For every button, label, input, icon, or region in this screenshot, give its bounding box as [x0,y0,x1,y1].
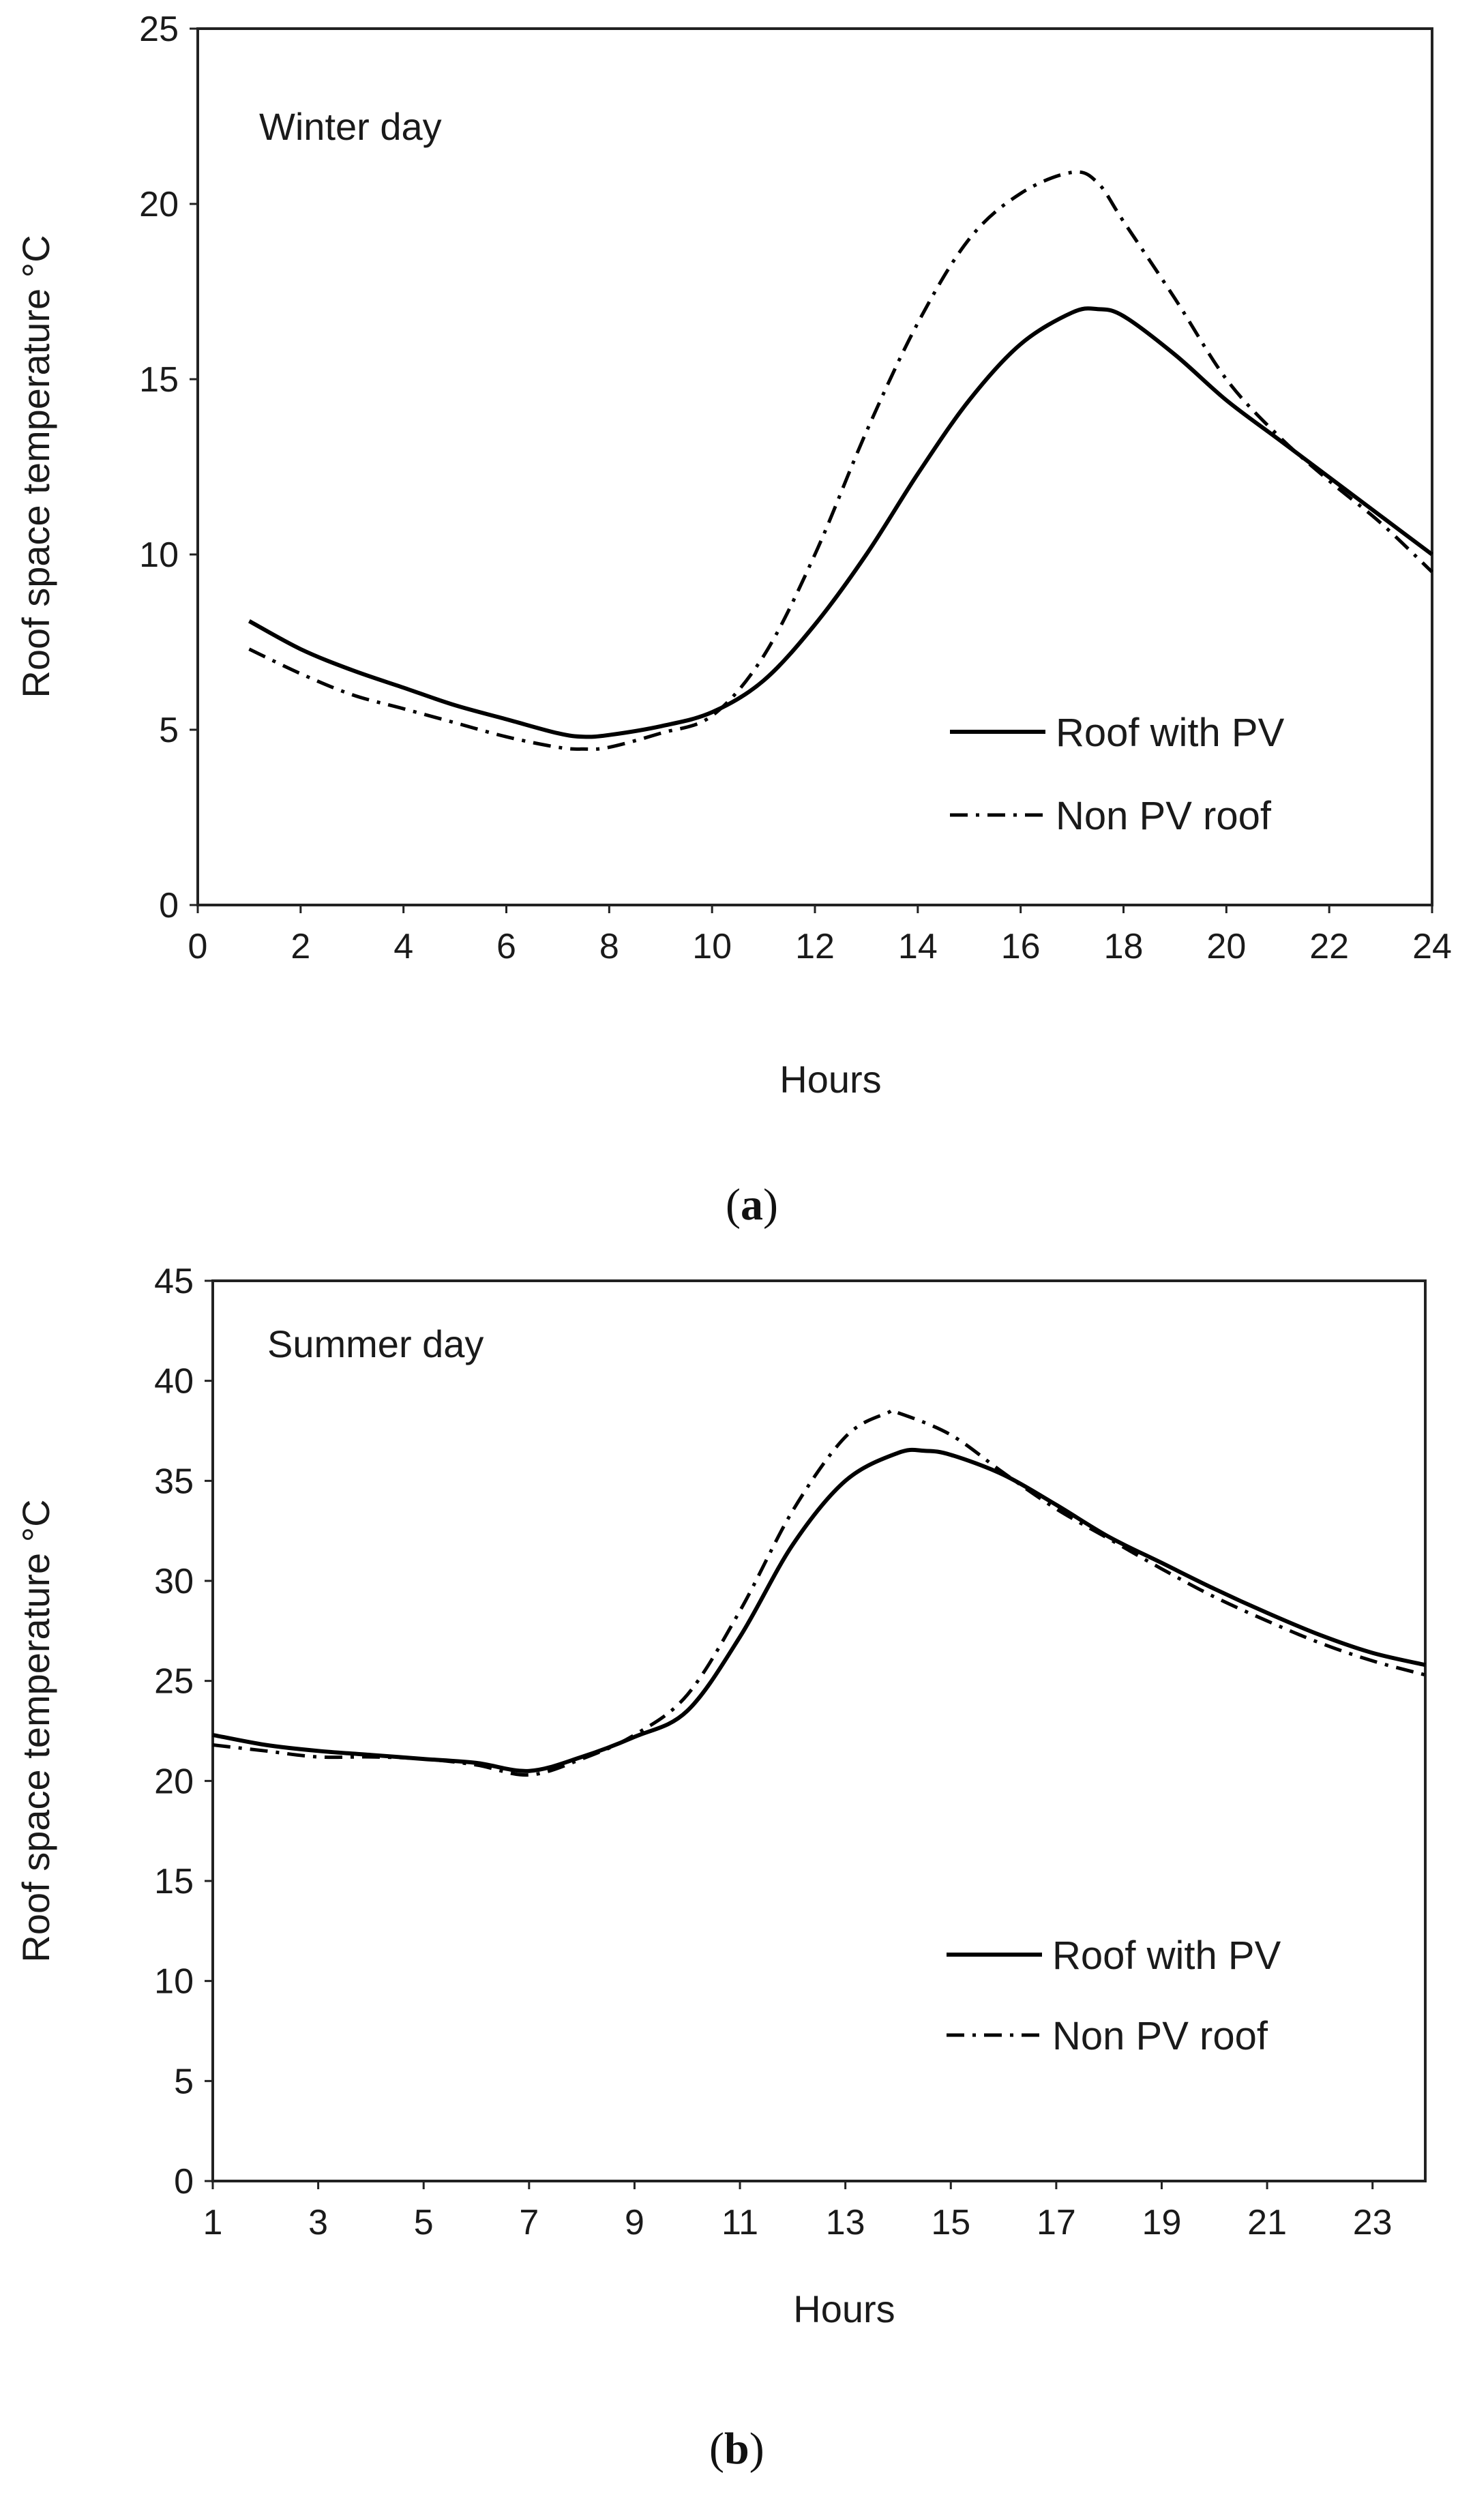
panel-a-x-tick-label: 16 [1001,927,1041,966]
panel-a-x-tick-label: 24 [1412,927,1452,966]
panel-b-y-tick-label: 40 [154,1362,194,1402]
panel-a-y-tick-label: 15 [139,360,179,400]
panel-b-y-tick-label: 20 [154,1762,194,1801]
panel-a-y-tick-labels: 0 5 10 15 20 25 [139,10,198,925]
panel-b-y-tick-label: 35 [154,1462,194,1501]
panel-a-legend: Roof with PV Non PV roof [950,711,1285,838]
panel-b-y-tick-label: 0 [174,2162,194,2202]
panel-a-y-tick-label: 25 [139,10,179,49]
panel-a-line-non-pv-roof [248,170,1433,752]
panel-b-y-axis-title: Roof space temperature °C [14,1499,57,1962]
panel-a-y-tick-label: 10 [139,535,179,575]
panel-b-annotation: Summer day [267,1322,483,1365]
panel-b-y-tick-label: 15 [154,1862,194,1901]
panel-a-x-tick-label: 12 [795,927,835,966]
panel-b-caption: (b) [709,2424,764,2474]
panel-b-legend-label-roof-with-pv: Roof with PV [1052,1933,1281,1978]
panel-a-plot-frame [196,27,1433,906]
panel-b-x-tick-label: 11 [721,2203,758,2242]
panel-a-y-tick-label: 0 [159,886,179,925]
panel-a-y-tick-label: 5 [159,711,179,750]
panel-b-series-lines [212,1408,1426,1777]
panel-a-x-tick-label: 10 [692,927,732,966]
panel-b-x-axis-title: Hours [793,2287,895,2330]
panel-b-x-tick-label: 17 [1037,2203,1076,2242]
panel-a-x-tick-label: 8 [599,927,619,966]
panel-a-legend-label-roof-with-pv: Roof with PV [1056,711,1285,755]
panel-b-x-tick-label: 3 [308,2203,328,2242]
panel-b-y-tick-label: 25 [154,1662,194,1702]
panel-a-caption: (a) [726,1180,778,1230]
panel-a-x-tick-label: 18 [1104,927,1144,966]
panel-a-x-tick-label: 6 [496,927,516,966]
panel-b-x-tick-label: 9 [625,2203,644,2242]
panel-a-series-lines [248,170,1433,752]
panel-b-x-tick-labels: 1 3 5 7 9 11 13 15 17 19 21 23 [203,2181,1393,2242]
panel-a-x-tick-labels: 0 2 4 6 8 10 12 14 16 18 20 22 24 [188,905,1452,966]
panel-b-line-non-pv-roof [212,1408,1426,1777]
panel-b-x-tick-label: 13 [826,2203,865,2242]
panel-b-legend: Roof with PV Non PV roof [947,1933,1281,2058]
panel-b-x-tick-label: 15 [931,2203,970,2242]
panel-b-x-tick-label: 5 [414,2203,434,2242]
panel-b-y-tick-label: 5 [174,2062,194,2101]
panel-a-y-tick-label: 20 [139,185,179,224]
panel-a-x-tick-label: 4 [393,927,413,966]
panel-a-legend-label-non-pv-roof: Non PV roof [1056,794,1272,838]
panel-b-plot-frame [211,1279,1427,2182]
panel-b-y-tick-label: 45 [154,1262,194,1301]
panel-b-x-tick-label: 7 [519,2203,539,2242]
panel-b-legend-label-non-pv-roof: Non PV roof [1052,2014,1268,2058]
panel-b-y-tick-labels: 0 5 10 15 20 25 30 35 40 45 [154,1262,213,2202]
panel-a-x-axis-title: Hours [779,1058,881,1101]
panel-b-y-tick-label: 30 [154,1562,194,1601]
panel-a-x-tick-label: 2 [291,927,310,966]
panel-a-line-roof-with-pv [248,306,1433,739]
panel-b-x-tick-label: 21 [1247,2203,1287,2242]
panel-a-x-tick-label: 20 [1206,927,1246,966]
panel-a-x-tick-label: 0 [188,927,208,966]
panel-b-x-tick-label: 23 [1353,2203,1393,2242]
panel-a-x-tick-label: 22 [1309,927,1349,966]
panel-b-x-tick-label: 19 [1142,2203,1182,2242]
panel-b-y-tick-label: 10 [154,1962,194,2002]
panel-a-x-tick-label: 14 [898,927,938,966]
panel-b-x-tick-label: 1 [203,2203,223,2242]
panel-b-line-roof-with-pv [212,1447,1426,1773]
panel-a-annotation: Winter day [259,105,442,148]
panel-a-y-axis-title: Roof space temperature °C [14,235,57,698]
